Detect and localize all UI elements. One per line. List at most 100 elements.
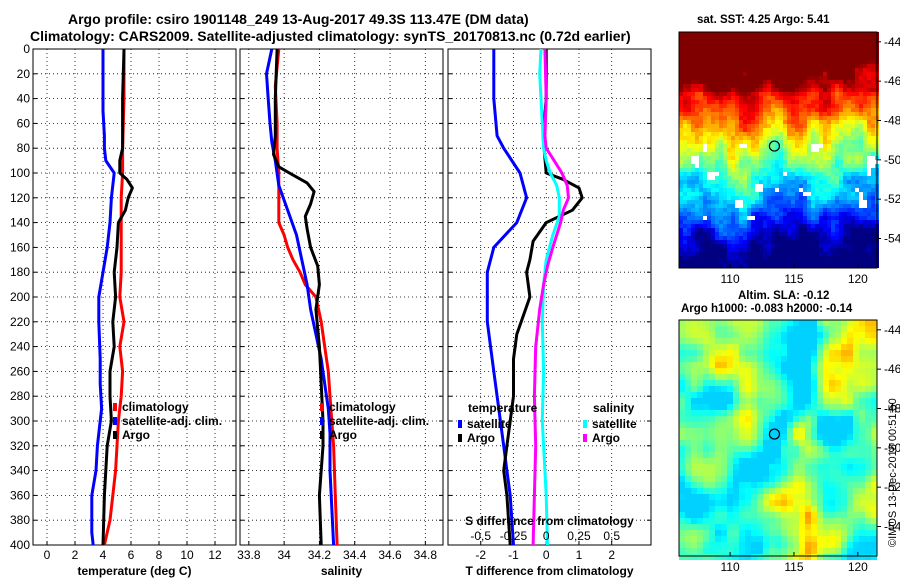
sla-map-cell [733,368,739,374]
sst-map-cell [679,56,683,60]
sst-map-cell [851,112,855,116]
sla-map-cell [829,398,835,404]
sst-map-cell [843,220,847,224]
sst-map-cell [811,156,815,160]
sst-map-cell [751,264,755,268]
sla-map-cell [859,500,865,506]
sst-map-cell [775,172,779,176]
sst-map-cell [735,144,739,148]
sst-map-cell [779,176,783,180]
sst-map-cell [691,260,695,264]
sst-map-cell [827,168,831,172]
sla-map-cell [799,488,805,494]
sla-map-cell [697,368,703,374]
sst-map-cell [783,80,787,84]
sst-map-cell [851,160,855,164]
sst-map-cell [771,92,775,96]
sst-map-cell [847,108,851,112]
sst-map-cell [835,260,839,264]
sst-map-cell [863,176,867,180]
sst-map-cell [739,76,743,80]
sst-map-cell [823,184,827,188]
sla-map-cell [775,338,781,344]
sla-map-cell [829,476,835,482]
sst-map-cell [711,112,715,116]
sst-map-cell [739,228,743,232]
sla-map-cell [733,398,739,404]
sst-map-cell [851,212,855,216]
sst-map-cell [687,40,691,44]
depth-tick-label: 400 [10,538,30,552]
sla-map-cell [817,362,823,368]
sst-map-cell [859,100,863,104]
sla-map-cell [781,344,787,350]
sst-map-cell [763,128,767,132]
sst-map-cell [735,256,739,260]
sla-map-cell [841,500,847,506]
sst-map-cell [751,88,755,92]
sst-map-cell [871,136,875,140]
sst-map-cell [739,160,743,164]
sst-map-cell [863,168,867,172]
sla-map-cell [727,434,733,440]
sla-map-cell [811,380,817,386]
sla-map-cell [853,518,859,524]
sst-map-cell [739,108,743,112]
sst-map-cell [855,68,859,72]
sst-map-cell [711,108,715,112]
sla-map-cell [721,446,727,452]
sla-map-cell [787,410,793,416]
sst-map-cell [791,128,795,132]
sla-map-cell [715,344,721,350]
sst-map-cell [775,208,779,212]
sla-map-cell [811,440,817,446]
sst-map-cell [799,232,803,236]
sla-map-cell [817,344,823,350]
sst-map-cell [807,104,811,108]
sla-map-cell [697,464,703,470]
temperature-frame [32,48,237,546]
sst-map-cell [699,252,703,256]
sst-map-cell [759,80,763,84]
sst-map-cell [707,96,711,100]
salinity-line-climatology [273,48,339,546]
sst-map-cell [759,240,763,244]
sla-map-cell [853,398,859,404]
sst-map-cell [811,204,815,208]
sst-map-cell [831,104,835,108]
temperature-line-satellite-adj-clim- [90,49,116,546]
sst-map-cell [783,168,787,172]
sst-map-cell [783,124,787,128]
sst-map-cell [731,212,735,216]
sst-map-cell [739,156,743,160]
sst-map-cell [839,172,843,176]
sla-map-cell [799,506,805,512]
sst-map-cell [843,36,847,40]
sst-map-cell [863,40,867,44]
sst-map-cell [755,148,759,152]
sst-map-cell [763,172,767,176]
sst-map-cell [703,112,707,116]
sst-map-cell [779,116,783,120]
sst-map-cell [735,228,739,232]
sst-map-cell [735,44,739,48]
sst-map-cell [867,64,871,68]
sla-map-cell [709,362,715,368]
sst-map-cell [747,164,751,168]
sst-map-cell [759,152,763,156]
sla-map-cell [859,554,865,560]
sst-map-cell [843,112,847,116]
sst-map-cell [747,72,751,76]
sla-map-cell [691,458,697,464]
sst-map-cell [723,160,727,164]
sst-map-cell [707,132,711,136]
sst-map-cell [807,32,811,36]
sla-map-cell [817,320,823,326]
sst-map-cell [723,212,727,216]
sst-map-cell [871,188,875,192]
sst-map-cell [763,124,767,128]
sst-map-cell [711,200,715,204]
sst-map-cell [795,176,799,180]
sla-map-cell [817,332,823,338]
